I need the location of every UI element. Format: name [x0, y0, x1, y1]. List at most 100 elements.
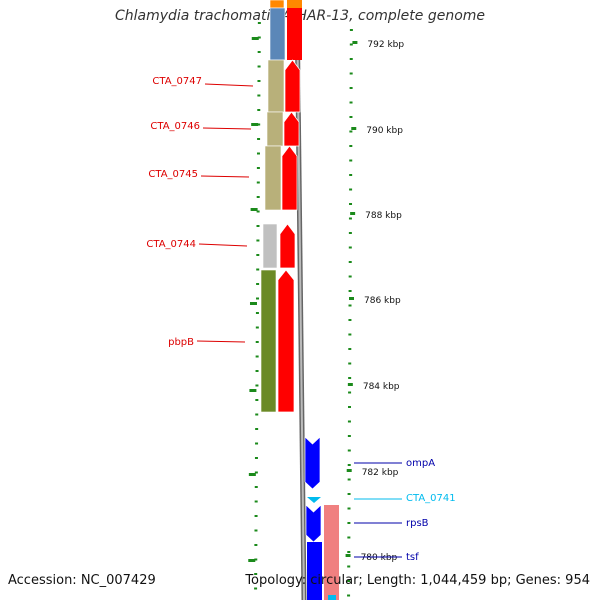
tick-mark — [254, 544, 258, 546]
tick-mark — [257, 123, 261, 126]
gene-label: CTA_0744 — [146, 239, 196, 250]
tick-mark — [255, 341, 259, 343]
gene-leader-line — [202, 127, 252, 130]
cds-reverse-arrow — [305, 504, 322, 543]
tick-mark — [348, 232, 352, 234]
scale-tick — [350, 212, 356, 215]
cds-forward-arrow — [279, 223, 296, 269]
tick-mark — [349, 159, 353, 162]
cog-feature-block — [262, 223, 278, 269]
tick-mark — [254, 573, 258, 575]
tick-mark-major — [248, 473, 256, 476]
scale-label: 782 kbp — [362, 468, 399, 478]
tick-mark — [348, 377, 352, 379]
cog-feature-block — [267, 59, 285, 113]
cds-reverse — [307, 542, 322, 600]
tick-mark — [254, 500, 258, 503]
tick-mark — [348, 217, 352, 220]
tick-mark — [347, 493, 351, 495]
tick-mark — [255, 312, 259, 314]
scale-label: 784 kbp — [363, 382, 400, 392]
scale-label: 790 kbp — [366, 126, 403, 136]
tick-mark — [255, 399, 259, 401]
gene-label: CTA_0746 — [150, 121, 200, 132]
tick-mark — [255, 384, 259, 387]
tick-mark — [255, 428, 259, 430]
tick-mark — [255, 442, 259, 445]
cog-feature-block — [269, 7, 286, 61]
tick-mark — [254, 471, 258, 474]
tick-mark-major — [251, 123, 259, 126]
scale-tick — [352, 41, 358, 44]
tick-mark-major — [248, 559, 256, 562]
tick-mark-major — [251, 37, 259, 40]
gene-leader-line — [204, 83, 254, 87]
tick-mark — [349, 87, 353, 89]
tick-mark — [347, 478, 351, 481]
tick-mark — [349, 188, 353, 191]
tick-mark — [348, 290, 352, 292]
gene-label: pbpB — [168, 337, 194, 348]
tick-mark — [347, 565, 351, 568]
tick-mark — [257, 51, 261, 53]
cds-reverse-arrow — [304, 436, 321, 490]
cog-feature-block — [264, 145, 282, 211]
tick-mark — [347, 420, 351, 423]
tick-mark — [349, 58, 353, 60]
tick-mark — [347, 464, 351, 466]
tick-mark — [254, 457, 258, 459]
tick-mark — [256, 181, 260, 184]
tick-mark — [255, 326, 259, 329]
tick-mark — [349, 174, 353, 176]
tick-mark — [255, 370, 259, 372]
cog-feature-block — [269, 0, 285, 9]
tick-mark — [347, 522, 351, 524]
trna-feature — [328, 595, 336, 600]
tick-mark — [348, 261, 352, 263]
tick-mark-major — [249, 302, 257, 305]
tick-mark — [256, 167, 260, 169]
tick-mark — [348, 319, 352, 321]
tick-mark — [257, 80, 261, 82]
tick-mark — [257, 109, 261, 111]
tick-mark — [348, 304, 352, 307]
gene-leader-line — [200, 175, 250, 178]
tick-mark — [256, 283, 260, 285]
gene-label: rpsB — [406, 518, 429, 529]
scale-label: 792 kbp — [367, 40, 404, 50]
tick-mark — [348, 362, 352, 365]
tick-mark — [257, 138, 261, 140]
tick-mark — [257, 22, 261, 24]
gene-label: ompA — [406, 458, 435, 469]
tick-mark — [255, 413, 259, 416]
tick-mark — [256, 196, 260, 198]
gene-label: CTA_0745 — [148, 169, 198, 180]
scale-tick — [351, 127, 357, 130]
gene-label: CTA_0747 — [152, 76, 202, 87]
tick-mark — [257, 65, 261, 68]
tick-mark — [349, 29, 353, 31]
gene-leader-line — [198, 243, 248, 247]
gene-leader-line — [196, 340, 246, 343]
trna-feature — [307, 497, 321, 503]
tick-mark — [349, 203, 353, 205]
tick-mark — [348, 406, 352, 408]
cds-forward-arrow — [277, 269, 295, 413]
tick-mark — [256, 225, 260, 227]
accession-text: Accession: NC_007429 — [8, 573, 156, 588]
tick-mark — [348, 333, 352, 336]
tick-mark — [348, 348, 352, 350]
gene-label: tsf — [406, 552, 419, 563]
tick-mark — [348, 275, 352, 278]
scale-label: 780 kbp — [361, 553, 398, 563]
tick-mark — [256, 297, 260, 300]
tick-mark — [254, 558, 258, 561]
tick-mark — [347, 536, 351, 539]
scale-tick — [349, 297, 354, 300]
tick-mark — [349, 145, 353, 147]
tick-mark — [349, 116, 353, 118]
cds-light-block — [324, 505, 339, 600]
tick-mark — [256, 239, 260, 242]
tick-mark — [348, 391, 352, 394]
